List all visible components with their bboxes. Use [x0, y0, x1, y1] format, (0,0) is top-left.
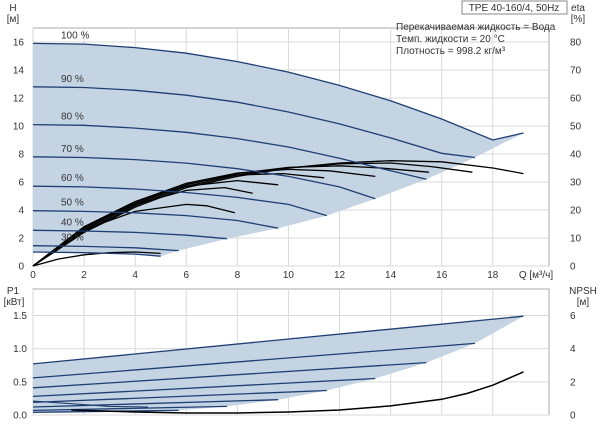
- npsh-curve: [71, 371, 524, 414]
- eta-axis-unit: [%]: [571, 14, 586, 25]
- top-left-y-tick-labels: 0 2 4 6 8 10 12 14 16: [13, 38, 25, 273]
- top-y-tick-label-8: 16: [13, 38, 25, 49]
- npsh-tick-label-0: 0: [570, 411, 576, 422]
- top-y-tick-label-4: 8: [18, 150, 24, 161]
- top-y-tick-label-5: 10: [13, 122, 25, 133]
- head-curve-0: [32, 42, 524, 141]
- power-curve-0: [32, 315, 524, 365]
- power-curve-min: [32, 400, 149, 408]
- power-curve-5: [32, 399, 279, 408]
- efficiency-curve-3: [32, 168, 376, 267]
- head-curve-label-6: 40 %: [61, 217, 84, 228]
- density-info: Плотность = 998.2 кг/м³: [396, 46, 506, 57]
- head-curve-5: [32, 210, 279, 229]
- power-curve-6: [32, 405, 228, 412]
- head-curve-8: [32, 251, 161, 257]
- npsh-tick-label-1: 2: [570, 377, 576, 388]
- npsh-axis-title: NPSH: [569, 286, 597, 297]
- power-axis-title: P1: [7, 286, 20, 297]
- top-x-tick-label-6: 12: [334, 270, 346, 281]
- bottom-left-y-tick-labels: 0.0 0.5 1.0 1.5: [13, 311, 27, 421]
- top-eta-tick-label-6: 60: [570, 94, 582, 105]
- power-axis-unit: [кВт]: [4, 297, 25, 308]
- top-eta-tick-label-7: 70: [570, 66, 582, 77]
- top-y-tick-label-2: 4: [18, 206, 24, 217]
- power-curve-2: [32, 361, 427, 389]
- efficiency-curves: [32, 160, 524, 267]
- eta-axis-title: eta: [571, 3, 585, 14]
- power-area: [33, 316, 524, 413]
- top-x-tick-label-3: 6: [183, 270, 189, 281]
- top-y-tick-label-0: 0: [18, 262, 24, 273]
- efficiency-curve-6: [32, 186, 253, 267]
- head-curve-label-5: 50 %: [61, 198, 84, 209]
- top-eta-tick-label-3: 30: [570, 178, 582, 189]
- pump-model-title: TPE 40-160/4, 50Hz: [469, 3, 560, 14]
- head-curve-label-4: 60 %: [61, 173, 84, 184]
- head-curve-1: [32, 86, 475, 159]
- head-curve-2: [32, 123, 427, 180]
- temperature-info: Темп. жидкости = 20 °C: [396, 34, 505, 45]
- top-x-tick-label-5: 10: [283, 270, 295, 281]
- efficiency-curve-7: [32, 203, 235, 267]
- top-eta-tick-label-0: 0: [570, 262, 576, 273]
- top-x-tick-label-8: 16: [436, 270, 448, 281]
- head-axis-title: H: [9, 3, 16, 14]
- top-eta-tick-label-1: 10: [570, 234, 582, 245]
- bottom-panel: 0.0 0.5 1.0 1.5 0 2 4 6 P1 [кВт] NPSH [м]: [4, 286, 597, 422]
- head-curve-label-2: 80 %: [61, 112, 84, 123]
- top-y-tick-label-3: 6: [18, 178, 24, 189]
- power-curves: [32, 315, 524, 413]
- head-curve-7: [32, 245, 179, 252]
- npsh-tick-label-2: 4: [570, 344, 576, 355]
- operating-area-fill: [33, 43, 524, 257]
- top-eta-tick-label-5: 50: [570, 122, 582, 133]
- power-curve-1: [32, 342, 475, 379]
- top-eta-tick-label-2: 20: [570, 206, 582, 217]
- top-panel: 100 % 90 % 80 % 70 % 60 % 50 % 40 % 30 % 0 2 4 6 8 1…: [7, 0, 586, 281]
- head-curve-labels: 100 % 90 % 80 % 70 % 60 % 50 % 40 % 30 %: [61, 30, 89, 243]
- head-curves: [32, 42, 524, 257]
- head-curve-label-0: 100 %: [61, 30, 89, 41]
- npsh-curve-line: [71, 371, 524, 414]
- head-curve-label-7: 30 %: [61, 233, 84, 244]
- power-area-fill: [33, 316, 524, 413]
- power-tick-label-3: 1.5: [13, 311, 27, 322]
- top-right-y-tick-labels: 0 10 20 30 40 50 60 70 80: [570, 38, 582, 273]
- head-axis-unit: [м]: [7, 14, 20, 25]
- power-curve-4: [32, 389, 327, 404]
- flow-axis-title: Q [м³/ч]: [519, 270, 554, 281]
- liquid-info: Перекачиваемая жидкость = Вода: [396, 22, 556, 33]
- head-curve-4: [32, 185, 327, 217]
- top-y-tick-label-7: 14: [13, 66, 25, 77]
- top-y-tick-label-6: 12: [13, 94, 25, 105]
- head-curve-3: [32, 156, 376, 200]
- top-x-tick-label-7: 14: [385, 270, 397, 281]
- efficiency-curve-8: [32, 251, 161, 267]
- top-x-tick-labels: 0 2 4 6 8 10 12 14 16 18: [30, 270, 499, 281]
- head-curve-6: [32, 229, 228, 240]
- bottom-right-y-tick-labels: 0 2 4 6: [570, 311, 576, 421]
- top-x-tick-label-9: 18: [487, 270, 499, 281]
- npsh-tick-label-3: 6: [570, 311, 576, 322]
- top-eta-tick-label-8: 80: [570, 38, 582, 49]
- head-curve-label-3: 70 %: [61, 144, 84, 155]
- npsh-axis-unit: [м]: [577, 297, 590, 308]
- top-eta-tick-label-4: 40: [570, 150, 582, 161]
- power-tick-label-2: 1.0: [13, 344, 27, 355]
- power-curve-3: [32, 377, 376, 398]
- top-x-tick-label-1: 2: [81, 270, 87, 281]
- top-x-tick-label-2: 4: [132, 270, 138, 281]
- power-tick-label-1: 0.5: [13, 377, 27, 388]
- operating-area: [33, 43, 524, 257]
- top-x-tick-label-4: 8: [235, 270, 241, 281]
- top-y-tick-label-1: 2: [18, 234, 24, 245]
- head-curve-label-1: 90 %: [61, 74, 84, 85]
- pump-header-box: [461, 0, 568, 15]
- top-x-tick-label-0: 0: [30, 270, 36, 281]
- power-tick-label-0: 0.0: [13, 411, 27, 422]
